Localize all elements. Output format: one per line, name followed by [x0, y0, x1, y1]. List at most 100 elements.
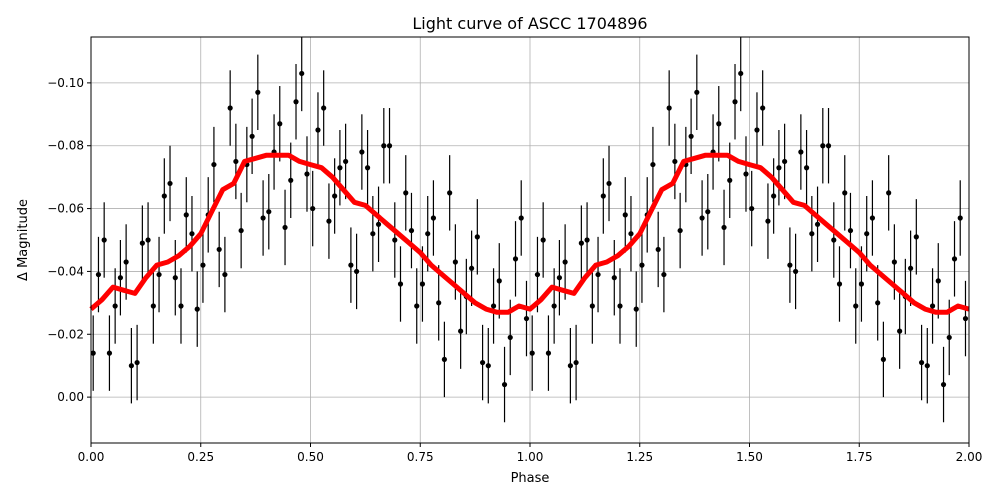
data-point [908, 265, 914, 271]
data-point [364, 165, 371, 171]
data-point [178, 303, 184, 309]
data-point [403, 190, 409, 196]
data-point [699, 215, 705, 221]
data-point [238, 227, 244, 234]
data-point [913, 234, 919, 240]
data-point [304, 171, 310, 177]
data-point [523, 315, 530, 322]
data-point [189, 231, 195, 237]
data-point [123, 259, 129, 265]
data-point [101, 237, 107, 243]
data-point [95, 271, 102, 278]
data-point [529, 350, 535, 356]
data-point [150, 303, 156, 309]
data-point [430, 215, 437, 221]
data-point [266, 209, 272, 215]
data-point [370, 231, 376, 237]
data-point [935, 278, 941, 284]
data-point [512, 256, 519, 262]
data-point [425, 231, 431, 237]
data-point [545, 350, 552, 356]
data-point [249, 133, 255, 139]
x-tick-label: 0.25 [187, 450, 214, 464]
data-point [112, 303, 118, 309]
data-point [666, 105, 672, 111]
data-point [469, 265, 475, 271]
data-point [343, 158, 349, 165]
data-point [359, 149, 365, 155]
data-point [672, 158, 678, 165]
data-point [441, 356, 447, 363]
data-point [688, 133, 694, 139]
data-point [924, 363, 930, 369]
data-point [288, 177, 294, 183]
data-point [194, 306, 200, 312]
data-point [567, 363, 573, 369]
data-point [496, 278, 502, 284]
data-point [705, 209, 711, 215]
chart-title: Light curve of ASCC 1704896 [412, 14, 647, 33]
data-point [595, 271, 601, 278]
data-point [326, 218, 332, 224]
data-point [633, 306, 639, 312]
data-point [337, 165, 343, 171]
data-points [90, 37, 969, 423]
data-point [216, 246, 222, 253]
data-point [754, 127, 760, 133]
data-point [381, 143, 387, 149]
data-point [386, 143, 393, 149]
data-point [551, 303, 557, 309]
data-point [951, 256, 958, 262]
data-point [886, 190, 892, 196]
data-point [743, 171, 749, 177]
data-point [853, 303, 859, 309]
data-point [397, 281, 404, 287]
data-point [172, 275, 178, 281]
data-point [880, 356, 886, 363]
data-point [749, 205, 755, 212]
data-point [233, 158, 239, 165]
data-point [145, 237, 151, 243]
x-tick-label: 1.75 [846, 450, 873, 464]
data-point [864, 231, 870, 237]
y-tick-label: −0.10 [47, 76, 84, 90]
data-point [611, 275, 617, 281]
data-point [562, 259, 568, 265]
data-point [447, 190, 453, 196]
x-tick-label: 0.50 [297, 450, 324, 464]
data-point [167, 180, 173, 187]
data-point [321, 105, 327, 111]
data-point [408, 227, 415, 234]
y-tick-label: −0.04 [47, 264, 84, 278]
data-point [353, 268, 360, 275]
data-point [222, 271, 228, 278]
data-point [694, 89, 700, 95]
data-point [962, 315, 969, 322]
grid [90, 37, 970, 443]
data-point [584, 237, 590, 243]
data-point [721, 224, 727, 231]
data-point [485, 363, 491, 369]
data-point [507, 334, 513, 341]
data-point [732, 99, 738, 105]
data-point [727, 177, 733, 183]
data-point [282, 224, 288, 231]
data-point [540, 237, 546, 243]
data-point [277, 121, 283, 127]
x-tick-label: 0.00 [78, 450, 105, 464]
x-tick-label: 2.00 [956, 450, 983, 464]
data-point [573, 359, 579, 366]
data-point [606, 180, 612, 187]
data-point [90, 350, 96, 356]
data-point [200, 262, 206, 268]
data-point [617, 303, 623, 309]
data-point [518, 215, 524, 221]
y-tick-label: −0.08 [47, 139, 84, 153]
data-point [803, 165, 810, 171]
data-point [106, 350, 113, 356]
data-point [875, 300, 881, 306]
data-point [501, 381, 508, 388]
data-point [128, 363, 134, 369]
x-tick-label: 1.00 [517, 450, 544, 464]
x-tick-label: 1.50 [736, 450, 763, 464]
